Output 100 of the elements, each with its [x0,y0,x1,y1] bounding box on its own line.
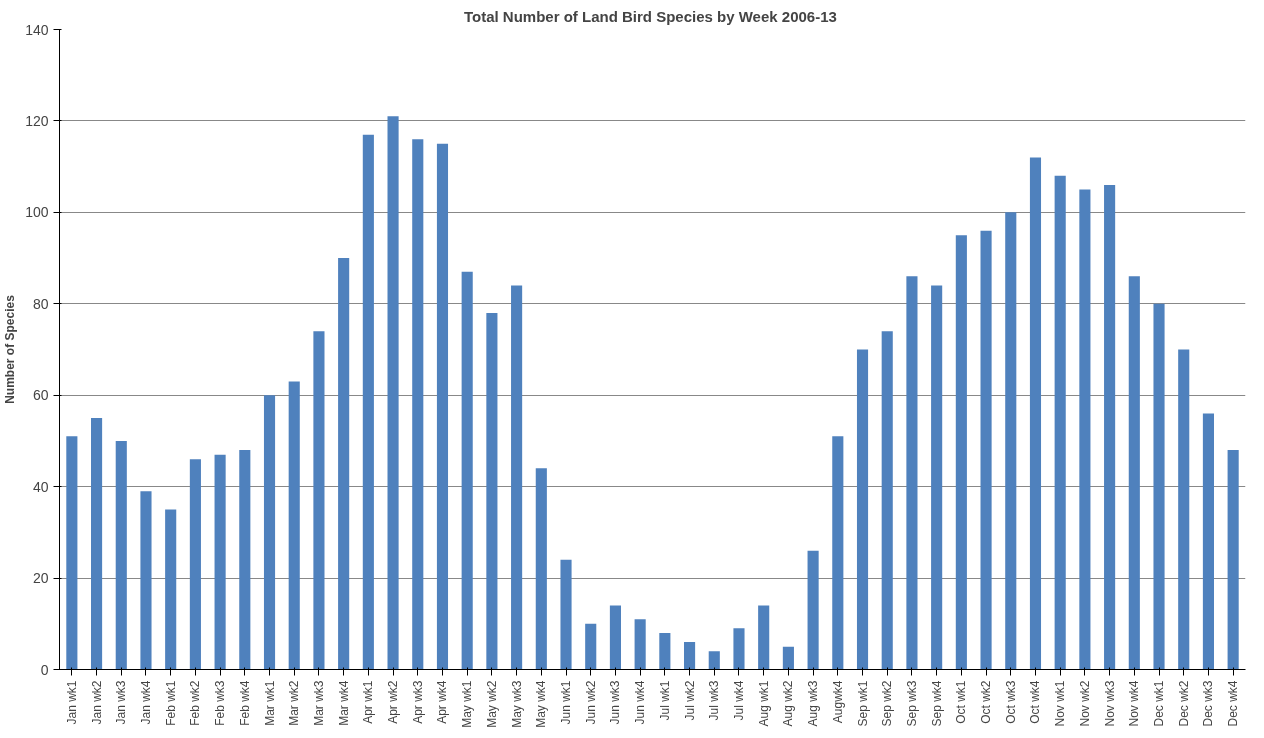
y-tick-label: 20 [32,570,49,587]
bar [436,143,449,670]
bar [115,440,127,670]
bar [412,139,424,670]
x-tick-label: Jan wk3 [114,680,129,725]
x-tick-label: Jul wk3 [707,680,722,721]
bar [288,381,300,670]
y-tick-label: 0 [40,661,49,678]
bar [1079,189,1091,670]
x-tick-label: Sep wk1 [855,680,870,727]
bar [140,491,152,670]
y-axis-title: Number of Species [3,294,18,404]
x-tick-label: Jul wk1 [657,680,672,721]
bar [91,418,103,670]
x-tick-label: Jun wk2 [583,680,598,725]
bar [684,642,696,670]
x-tick-label: Mar wk4 [336,680,351,726]
y-tick-label: 120 [25,112,49,129]
x-tick-label: Nov wk2 [1077,680,1092,727]
bar [1153,303,1165,670]
x-tick-label: May wk4 [534,680,549,728]
bar [758,605,770,670]
x-tick-label: Aug wk2 [781,680,796,727]
bar [535,468,547,670]
bar [733,628,745,670]
x-tick-label: Aug wk1 [756,680,771,727]
bar [486,312,498,670]
y-tick-label: 40 [32,478,49,495]
bar [634,619,646,670]
x-tick-label: Mar wk3 [311,680,326,726]
x-tick-label: Augwk4 [830,680,845,724]
y-tick-label: 80 [32,295,49,312]
x-tick-label: Sep wk3 [904,680,919,727]
x-tick-label: Dec wk1 [1152,680,1167,727]
x-tick-label: Jul wk4 [731,680,746,721]
x-tick-label: Jan wk4 [138,680,153,725]
bar [980,230,992,670]
bar [1054,175,1066,670]
bar [881,331,893,670]
y-tick-label: 100 [25,204,49,221]
bar [165,509,177,670]
bar [832,436,844,670]
x-tick-label: Jun wk1 [559,680,574,725]
x-tick-label: May wk3 [509,680,524,728]
x-tick-label: Mar wk1 [262,680,277,726]
x-tick-label: Sep wk4 [929,680,944,727]
x-tick-label: Jul wk2 [682,680,697,721]
x-tick-label: Jun wk3 [608,680,623,725]
x-tick-label: Jun wk4 [633,680,648,725]
bar [1178,349,1190,670]
bar [856,349,869,670]
x-tick-label: Dec wk2 [1176,680,1191,727]
x-tick-label: Apr wk2 [386,680,401,724]
bar [1005,212,1017,670]
x-tick-label: Apr wk1 [361,680,376,724]
x-tick-label: May wk2 [484,680,499,728]
y-tick-label: 140 [25,21,49,38]
x-tick-label: Feb wk1 [163,680,178,726]
bar [955,235,967,670]
x-tick-label: May wk1 [460,680,475,728]
x-tick-label: Mar wk2 [287,680,302,726]
x-tick-label: Oct wk1 [954,680,969,724]
bar [214,454,226,670]
bar [659,632,671,670]
x-tick-label: Nov wk3 [1102,680,1117,727]
chart-title: Total Number of Land Bird Species by Week 2006-13 [463,7,837,25]
bar [585,623,597,670]
bar [511,285,523,670]
x-tick-label: Nov wk4 [1127,680,1142,727]
bar [1202,413,1214,670]
bar [338,258,350,670]
bar [782,646,794,670]
bar [708,651,720,670]
bar [387,116,399,670]
bar [906,276,918,670]
x-tick-label: Oct wk2 [979,680,994,724]
x-tick-label: Nov wk1 [1053,680,1068,727]
x-tick-label: Jan wk1 [64,680,79,725]
x-tick-label: Feb wk4 [237,680,252,726]
bar [1128,276,1140,670]
bar [313,331,325,670]
x-tick-label: Dec wk3 [1201,680,1216,727]
x-tick-label: Jan wk2 [89,680,104,725]
bar [239,450,251,670]
bar [1104,184,1116,670]
x-tick-label: Apr wk4 [435,680,450,724]
bar [66,436,78,670]
x-tick-label: Oct wk4 [1028,680,1043,724]
bar [1227,450,1239,670]
bar [263,395,276,670]
bar [362,134,374,670]
bar [560,559,572,670]
x-tick-label: Feb wk2 [188,680,203,726]
x-tick-label: Apr wk3 [410,680,425,724]
bar [807,550,819,670]
y-tick-label: 60 [32,387,49,404]
x-tick-label: Sep wk2 [880,680,895,727]
bar [609,605,621,670]
x-tick-label: Oct wk3 [1003,680,1018,724]
bar [461,271,473,670]
